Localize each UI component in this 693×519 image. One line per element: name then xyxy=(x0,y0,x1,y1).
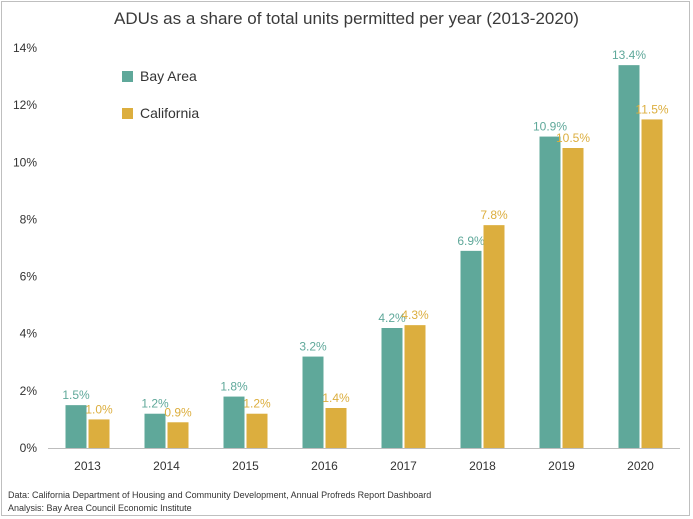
bar-bay-area xyxy=(223,396,245,448)
bar-bay-area xyxy=(381,328,403,448)
y-tick-label: 0% xyxy=(20,441,38,455)
bar-california xyxy=(88,419,110,448)
bar-california xyxy=(167,422,189,448)
data-label-bay-area: 1.5% xyxy=(62,388,90,402)
data-label-california: 1.0% xyxy=(85,402,113,416)
bar-california xyxy=(483,225,505,448)
bar-california xyxy=(404,325,426,448)
bar-bay-area xyxy=(65,405,87,448)
x-tick-label: 2018 xyxy=(469,459,496,473)
data-label-bay-area: 13.4% xyxy=(612,48,646,62)
data-label-california: 7.8% xyxy=(480,208,508,222)
bar-bay-area xyxy=(144,413,166,448)
bar-california xyxy=(641,119,663,448)
x-tick-label: 2015 xyxy=(232,459,259,473)
data-label-bay-area: 4.2% xyxy=(378,311,406,325)
y-tick-label: 8% xyxy=(20,212,38,226)
data-label-california: 11.5% xyxy=(635,102,668,116)
y-tick-label: 10% xyxy=(13,155,37,169)
bar-bay-area xyxy=(302,356,324,448)
data-label-california: 0.9% xyxy=(164,405,192,419)
x-tick-label: 2013 xyxy=(74,459,101,473)
bar-california xyxy=(246,413,268,448)
data-label-bay-area: 1.8% xyxy=(220,380,248,394)
data-label-bay-area: 10.9% xyxy=(533,120,567,134)
legend-swatch-california xyxy=(122,108,133,119)
x-tick-label: 2017 xyxy=(390,459,417,473)
chart-title: ADUs as a share of total units permitted… xyxy=(114,9,579,28)
x-tick-label: 2016 xyxy=(311,459,338,473)
data-label-bay-area: 3.2% xyxy=(299,340,327,354)
data-label-california: 1.2% xyxy=(243,397,271,411)
bar-california xyxy=(325,408,347,448)
bar-bay-area xyxy=(618,65,640,449)
bar-bay-area xyxy=(460,250,482,448)
bar-bay-area xyxy=(539,136,561,449)
y-tick-label: 2% xyxy=(20,384,38,398)
y-tick-label: 4% xyxy=(20,327,38,341)
y-tick-label: 12% xyxy=(13,98,37,112)
legend-label-california: California xyxy=(140,105,199,121)
x-tick-label: 2019 xyxy=(548,459,575,473)
legend-label-bay-area: Bay Area xyxy=(140,68,197,84)
x-tick-label: 2020 xyxy=(627,459,654,473)
bar-california xyxy=(562,148,584,448)
data-label-california: 1.4% xyxy=(322,391,350,405)
y-tick-label: 14% xyxy=(13,41,37,55)
data-label-california: 10.5% xyxy=(556,131,590,145)
source-data-note: Data: California Department of Housing a… xyxy=(8,490,432,500)
legend-swatch-bay-area xyxy=(122,71,133,82)
data-label-bay-area: 1.2% xyxy=(141,397,169,411)
x-tick-label: 2014 xyxy=(153,459,180,473)
y-tick-label: 6% xyxy=(20,270,38,284)
source-analysis-note: Analysis: Bay Area Council Economic Inst… xyxy=(8,503,192,513)
data-label-california: 4.3% xyxy=(401,308,429,322)
data-label-bay-area: 6.9% xyxy=(457,234,485,248)
